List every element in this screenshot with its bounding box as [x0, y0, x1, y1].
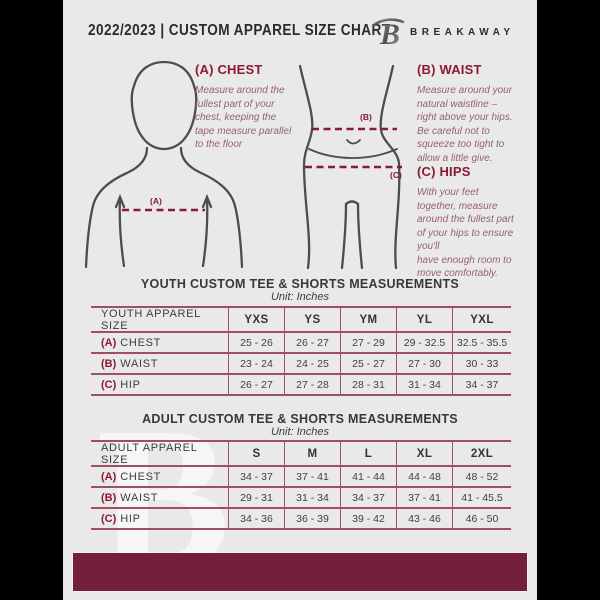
row-key: (A)	[101, 336, 117, 349]
row-label: (B) WAIST	[91, 354, 228, 373]
measurement-cell: 43 - 46	[396, 509, 452, 528]
measurement-cell: 46 - 50	[452, 509, 511, 528]
measurement-cell: 48 - 52	[452, 467, 511, 486]
hips-instruction-heading: (C) HIPS	[417, 164, 471, 179]
measurement-cell: 34 - 36	[228, 509, 284, 528]
size-column-header: M	[284, 442, 340, 466]
lower-body-figure	[298, 64, 402, 270]
size-column-header: XL	[396, 442, 452, 466]
youth-size-table: YOUTH APPAREL SIZE YXS YS YM YL YXL (A) CHEST 25…	[91, 306, 511, 396]
row-label-text: HIP	[120, 512, 141, 525]
svg-text:B: B	[379, 18, 400, 51]
chart-document: B 2022/2023 | CUSTOM APPAREL SIZE CHART …	[63, 0, 537, 600]
measurement-cell: 31 - 34	[396, 375, 452, 394]
youth-unit-label: Unit: Inches	[270, 291, 330, 303]
size-column-header: L	[340, 442, 396, 466]
size-column-header: YS	[284, 308, 340, 332]
measurement-cell: 27 - 28	[284, 375, 340, 394]
measurement-cell: 34 - 37	[340, 488, 396, 507]
table-row: (A) CHEST 25 - 26 26 - 27 27 - 29 29 - 32.5 32…	[91, 333, 511, 354]
measurement-cell: 26 - 27	[228, 375, 284, 394]
measurement-cell: 29 - 32.5	[396, 333, 452, 352]
row-key: (A)	[101, 470, 117, 483]
adult-size-table: ADULT APPAREL SIZE S M L XL 2XL (A) CHEST 34 - 3…	[91, 440, 511, 530]
row-label: (A) CHEST	[91, 333, 228, 352]
page-title: 2022/2023 | CUSTOM APPAREL SIZE CHART	[88, 22, 391, 39]
table-header-row: ADULT APPAREL SIZE S M L XL 2XL	[91, 440, 511, 467]
measurement-cell: 37 - 41	[396, 488, 452, 507]
waist-instruction: (B) WAIST Measure around your natural wa…	[417, 62, 537, 165]
row-label-text: WAIST	[120, 491, 159, 504]
table-row: (A) CHEST 34 - 37 37 - 41 41 - 44 44 - 48 48 -…	[91, 467, 511, 488]
row-key: (B)	[101, 357, 117, 370]
row-label-text: CHEST	[120, 336, 162, 349]
measurement-cell: 27 - 29	[340, 333, 396, 352]
size-column-header: YM	[340, 308, 396, 332]
measurement-cell: 30 - 33	[452, 354, 511, 373]
table-header-row: YOUTH APPAREL SIZE YXS YS YM YL YXL	[91, 306, 511, 333]
size-column-header: S	[228, 442, 284, 466]
measurement-cell: 27 - 30	[396, 354, 452, 373]
measurement-cell: 32.5 - 35.5	[452, 333, 511, 352]
label-a: (A)	[150, 196, 162, 206]
measurement-cell: 24 - 25	[284, 354, 340, 373]
measurement-cell: 25 - 27	[340, 354, 396, 373]
waist-instruction-body: Measure around your natural waistline – …	[417, 85, 513, 164]
footer-band	[72, 552, 528, 592]
table-row: (C) HIP 34 - 36 36 - 39 39 - 42 43 - 46 46 - 5…	[91, 509, 511, 530]
row-label-text: WAIST	[120, 357, 159, 370]
table-row: (B) WAIST 29 - 31 31 - 34 34 - 37 37 - 41 41 -…	[91, 488, 511, 509]
waist-instruction-heading: (B) WAIST	[417, 62, 482, 77]
row-label: (C) HIP	[91, 375, 228, 394]
measurement-cell: 23 - 24	[228, 354, 284, 373]
row-label: (B) WAIST	[91, 488, 228, 507]
chest-instruction: (A) CHEST Measure around the fullest par…	[195, 62, 315, 152]
hips-instruction-body: With your feet together, measure around …	[417, 187, 514, 279]
row-label-text: HIP	[120, 378, 141, 391]
breakaway-b-logo-icon: B	[373, 18, 405, 51]
measurement-cell: 36 - 39	[284, 509, 340, 528]
size-column-header: YXL	[452, 308, 511, 332]
measurement-cell: 31 - 34	[284, 488, 340, 507]
adult-section-title: ADULT CUSTOM TEE & SHORTS MEASUREMENTS	[142, 412, 458, 426]
label-c: (C)	[390, 170, 402, 180]
measurement-cell: 34 - 37	[228, 467, 284, 486]
row-label-text: CHEST	[120, 470, 162, 483]
measurement-cell: 29 - 31	[228, 488, 284, 507]
row-key: (C)	[101, 378, 117, 391]
hips-instruction: (C) HIPS With your feet together, measur…	[417, 164, 537, 281]
adult-unit-label: Unit: Inches	[270, 426, 330, 438]
row-key: (B)	[101, 491, 117, 504]
row-key: (C)	[101, 512, 117, 525]
row-label: (C) HIP	[91, 509, 228, 528]
label-b: (B)	[360, 112, 372, 122]
measurement-cell: 34 - 37	[452, 375, 511, 394]
measurement-cell: 39 - 42	[340, 509, 396, 528]
table-row: (C) HIP 26 - 27 27 - 28 28 - 31 31 - 34 34 - 3…	[91, 375, 511, 396]
measurement-cell: 41 - 44	[340, 467, 396, 486]
measurement-cell: 28 - 31	[340, 375, 396, 394]
table-row: (B) WAIST 23 - 24 24 - 25 25 - 27 27 - 30 30 -…	[91, 354, 511, 375]
measurement-cell: 25 - 26	[228, 333, 284, 352]
chest-instruction-heading: (A) CHEST	[195, 62, 263, 77]
measurement-cell: 37 - 41	[284, 467, 340, 486]
size-column-header: YL	[396, 308, 452, 332]
brand-name: BREAKAWAY	[410, 27, 515, 38]
size-column-header: 2XL	[452, 442, 511, 466]
torso-figure	[84, 60, 244, 269]
chest-instruction-body: Measure around the fullest part of your …	[195, 85, 292, 150]
measurement-cell: 26 - 27	[284, 333, 340, 352]
measurement-cell: 44 - 48	[396, 467, 452, 486]
row-label: (A) CHEST	[91, 467, 228, 486]
table-header-label: YOUTH APPAREL SIZE	[101, 308, 201, 332]
size-column-header: YXS	[228, 308, 284, 332]
measurement-cell: 41 - 45.5	[452, 488, 511, 507]
youth-section-title: YOUTH CUSTOM TEE & SHORTS MEASUREMENTS	[140, 277, 460, 291]
table-header-label: ADULT APPAREL SIZE	[101, 442, 198, 466]
